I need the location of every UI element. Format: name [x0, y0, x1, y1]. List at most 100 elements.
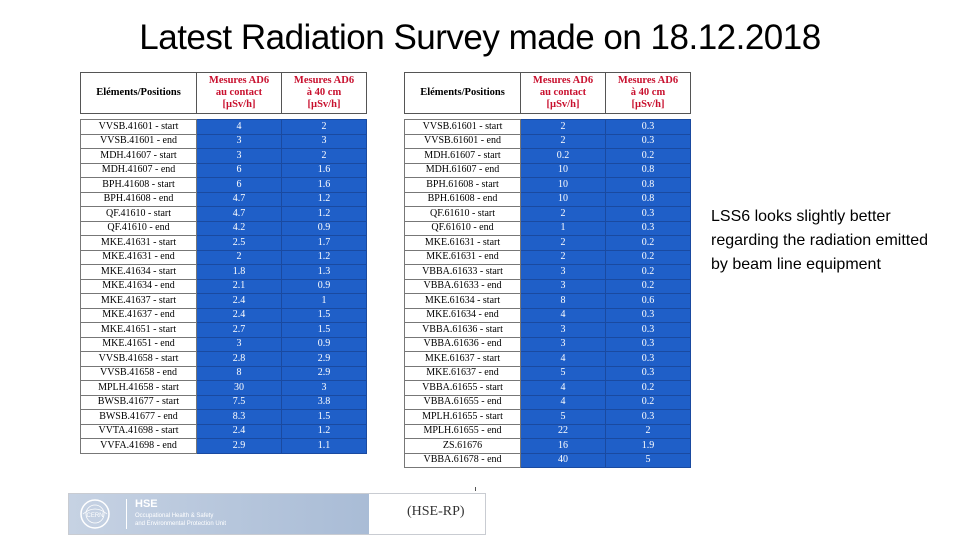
- contact-value-cell: 4.7: [196, 191, 282, 207]
- table-row: BWSB.41677 - start 7.5 3.8: [80, 394, 367, 410]
- table-row: MDH.61607 - start 0.2 0.2: [404, 148, 691, 164]
- position-cell: MDH.41607 - start: [80, 148, 197, 164]
- summary-note: LSS6 looks slightly better regarding the…: [711, 208, 929, 273]
- contact-value-cell: 8: [520, 293, 606, 309]
- contact-value-cell: 2.5: [196, 235, 282, 251]
- position-cell: VBBA.61636 - end: [404, 336, 521, 352]
- distance-value-cell: 1.6: [281, 177, 367, 193]
- table-row: BPH.41608 - start 6 1.6: [80, 177, 367, 193]
- position-cell: MKE.61631 - end: [404, 249, 521, 265]
- contact-value-cell: 2: [520, 206, 606, 222]
- table-row: VBBA.61636 - start 3 0.3: [404, 322, 691, 338]
- table-row: VVSB.61601 - end 2 0.3: [404, 133, 691, 149]
- cern-logo-icon: CERN: [80, 499, 110, 529]
- position-cell: VBBA.61633 - end: [404, 278, 521, 294]
- position-cell: MKE.61634 - start: [404, 293, 521, 309]
- table-row: MKE.41634 - start 1.8 1.3: [80, 264, 367, 280]
- position-cell: MKE.61634 - end: [404, 307, 521, 323]
- position-cell: VBBA.61633 - start: [404, 264, 521, 280]
- header-contact: Mesures AD6 au contact [µSv/h]: [520, 72, 606, 114]
- table-row: MKE.61637 - end 5 0.3: [404, 365, 691, 381]
- contact-value-cell: 4: [520, 351, 606, 367]
- contact-value-cell: 3: [520, 322, 606, 338]
- table-row: MKE.61634 - end 4 0.3: [404, 307, 691, 323]
- distance-value-cell: 0.2: [605, 249, 691, 265]
- distance-value-cell: 3.8: [281, 394, 367, 410]
- header-contact: Mesures AD6 au contact [µSv/h]: [196, 72, 282, 114]
- table-row: MKE.61634 - start 8 0.6: [404, 293, 691, 309]
- distance-value-cell: 1.9: [605, 438, 691, 454]
- table-row: VBBA.61655 - end 4 0.2: [404, 394, 691, 410]
- position-cell: VVSB.61601 - start: [404, 119, 521, 135]
- distance-value-cell: 0.2: [605, 394, 691, 410]
- distance-value-cell: 1: [281, 293, 367, 309]
- contact-value-cell: 10: [520, 191, 606, 207]
- position-cell: QF.41610 - end: [80, 220, 197, 236]
- contact-value-cell: 7.5: [196, 394, 282, 410]
- svg-text:CERN: CERN: [86, 513, 103, 519]
- contact-value-cell: 2.8: [196, 351, 282, 367]
- table-row: BWSB.41677 - end 8.3 1.5: [80, 409, 367, 425]
- distance-value-cell: 0.3: [605, 336, 691, 352]
- contact-value-cell: 2: [520, 235, 606, 251]
- contact-value-cell: 2: [520, 119, 606, 135]
- divider-tick: [475, 487, 476, 491]
- table-row: VVTA.41698 - start 2.4 1.2: [80, 423, 367, 439]
- position-cell: MKE.61631 - start: [404, 235, 521, 251]
- position-cell: MPLH.41658 - start: [80, 380, 197, 396]
- position-cell: VVSB.41658 - start: [80, 351, 197, 367]
- table-row: QF.61610 - end 1 0.3: [404, 220, 691, 236]
- contact-value-cell: 40: [520, 452, 606, 468]
- hse-subtitle-2: and Environmental Protection Unit: [135, 521, 227, 527]
- contact-value-cell: 10: [520, 177, 606, 193]
- contact-value-cell: 5: [520, 409, 606, 425]
- distance-value-cell: 1.2: [281, 249, 367, 265]
- header-positions: Eléments/Positions: [80, 72, 197, 114]
- contact-value-cell: 5: [520, 365, 606, 381]
- position-cell: VVSB.41601 - end: [80, 133, 197, 149]
- table-row: QF.61610 - start 2 0.3: [404, 206, 691, 222]
- distance-value-cell: 0.3: [605, 133, 691, 149]
- distance-value-cell: 0.9: [281, 220, 367, 236]
- position-cell: MKE.41634 - end: [80, 278, 197, 294]
- contact-value-cell: 3: [196, 148, 282, 164]
- position-cell: MPLH.61655 - end: [404, 423, 521, 439]
- table-row: VVSB.41658 - start 2.8 2.9: [80, 351, 367, 367]
- distance-value-cell: 1.6: [281, 162, 367, 178]
- distance-value-cell: 1.5: [281, 409, 367, 425]
- contact-value-cell: 2.4: [196, 293, 282, 309]
- table-row: MDH.41607 - start 3 2: [80, 148, 367, 164]
- distance-value-cell: 2: [281, 148, 367, 164]
- table-row: MKE.41637 - start 2.4 1: [80, 293, 367, 309]
- distance-value-cell: 0.8: [605, 162, 691, 178]
- contact-value-cell: 4: [196, 119, 282, 135]
- table-row: MPLH.41658 - start 30 3: [80, 380, 367, 396]
- distance-value-cell: 1.1: [281, 438, 367, 454]
- table-row: MKE.41651 - end 3 0.9: [80, 336, 367, 352]
- position-cell: MKE.41637 - end: [80, 307, 197, 323]
- position-cell: MPLH.61655 - start: [404, 409, 521, 425]
- distance-value-cell: 0.3: [605, 365, 691, 381]
- distance-value-cell: 0.9: [281, 278, 367, 294]
- contact-value-cell: 2.9: [196, 438, 282, 454]
- distance-value-cell: 3: [281, 380, 367, 396]
- contact-value-cell: 8.3: [196, 409, 282, 425]
- position-cell: MKE.41631 - end: [80, 249, 197, 265]
- contact-value-cell: 30: [196, 380, 282, 396]
- footer-separator: [126, 499, 127, 529]
- header-positions: Eléments/Positions: [404, 72, 521, 114]
- distance-value-cell: 1.7: [281, 235, 367, 251]
- table-header-row: Eléments/Positions Mesures AD6 au contact…: [404, 72, 691, 114]
- distance-value-cell: 0.3: [605, 322, 691, 338]
- position-cell: MKE.61637 - start: [404, 351, 521, 367]
- position-cell: VVFA.41698 - end: [80, 438, 197, 454]
- table-row: VBBA.61636 - end 3 0.3: [404, 336, 691, 352]
- position-cell: VBBA.61678 - end: [404, 452, 521, 468]
- table-row: MDH.41607 - end 6 1.6: [80, 162, 367, 178]
- contact-value-cell: 1: [520, 220, 606, 236]
- position-cell: VBBA.61636 - start: [404, 322, 521, 338]
- hse-title: HSE: [135, 498, 158, 510]
- position-cell: MDH.41607 - end: [80, 162, 197, 178]
- distance-value-cell: 0.3: [605, 351, 691, 367]
- position-cell: VVTA.41698 - start: [80, 423, 197, 439]
